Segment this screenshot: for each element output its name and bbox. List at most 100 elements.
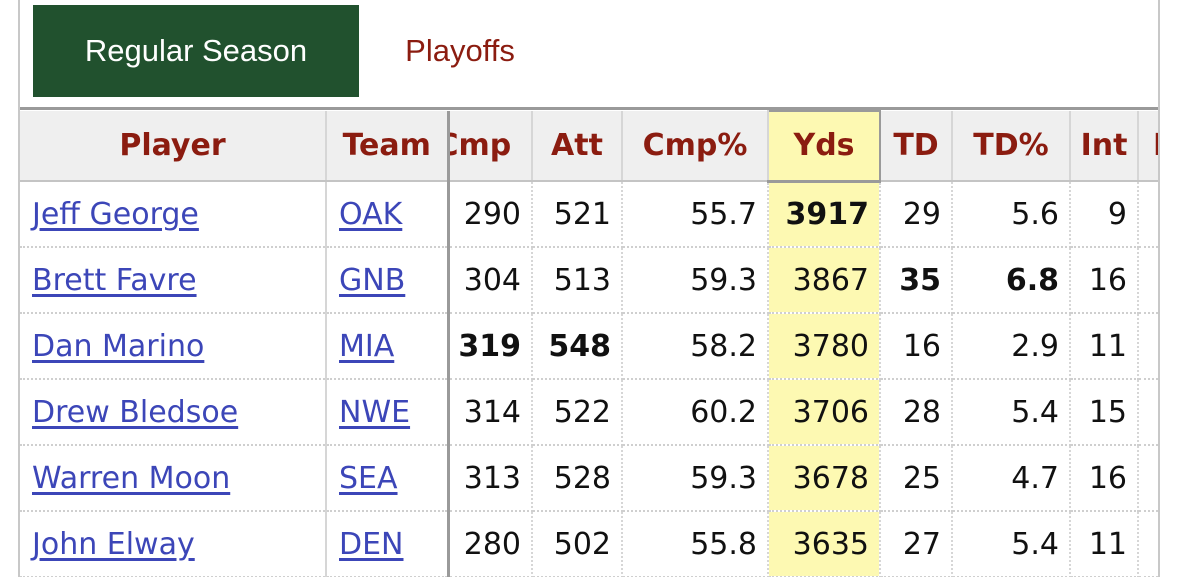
column-header-int[interactable]: Int xyxy=(1070,111,1139,182)
cmp-pct-cell: 59.3 xyxy=(622,445,769,512)
table-row: Drew Bledsoe NWE 314 522 60.2 3706 28 5.4 15 xyxy=(20,379,1158,446)
int-cell: 15 xyxy=(1070,379,1139,446)
cmp-cell: 319 xyxy=(448,313,533,380)
cmp-cell-value: 290 xyxy=(463,196,521,232)
team-link[interactable]: MIA xyxy=(339,328,395,364)
td-cell-value: 16 xyxy=(902,328,941,364)
cmp-cell: 313 xyxy=(448,445,533,512)
team-link[interactable]: OAK xyxy=(339,196,403,232)
td-pct-cell-value: 4.7 xyxy=(1011,460,1059,496)
column-header-yds[interactable]: Yds xyxy=(767,110,881,183)
team-cell: GNB xyxy=(325,247,450,314)
td-pct-cell-value: 2.9 xyxy=(1011,328,1059,364)
column-header-player[interactable]: Player xyxy=(20,111,327,182)
column-header-partial[interactable]: I xyxy=(1138,111,1158,182)
table-row: Dan Marino MIA 319 548 58.2 3780 16 2.9 11 xyxy=(20,313,1158,380)
td-cell-value: 27 xyxy=(902,526,941,562)
column-header-player-label: Player xyxy=(119,128,226,163)
att-cell: 548 xyxy=(532,313,623,380)
column-header-team[interactable]: Team xyxy=(326,111,450,182)
att-cell: 528 xyxy=(532,445,623,512)
td-cell: 16 xyxy=(880,313,953,380)
player-link[interactable]: Jeff George xyxy=(32,196,199,232)
att-cell-value: 528 xyxy=(553,460,611,496)
column-header-att[interactable]: Att xyxy=(532,111,623,182)
cmp-cell: 280 xyxy=(448,511,533,577)
att-cell-value: 521 xyxy=(553,196,611,232)
yds-cell: 3678 xyxy=(768,445,881,512)
player-link[interactable]: Drew Bledsoe xyxy=(32,394,239,430)
table-row: Brett Favre GNB 304 513 59.3 3867 35 6.8 16 xyxy=(20,247,1158,314)
cmp-pct-cell-value: 55.7 xyxy=(690,196,757,232)
cmp-pct-cell: 55.7 xyxy=(622,181,769,248)
cmp-cell: 290 xyxy=(448,181,533,248)
td-pct-cell: 5.4 xyxy=(952,511,1071,577)
player-link[interactable]: Dan Marino xyxy=(32,328,205,364)
column-header-cmp[interactable]: Cmp xyxy=(448,111,533,182)
cmp-pct-cell-value: 60.2 xyxy=(690,394,757,430)
int-cell-value: 11 xyxy=(1088,526,1127,562)
cmp-cell: 304 xyxy=(448,247,533,314)
td-cell-value: 35 xyxy=(899,262,941,298)
team-link[interactable]: SEA xyxy=(339,460,398,496)
team-cell: SEA xyxy=(325,445,450,512)
yds-cell: 3706 xyxy=(768,379,881,446)
td-cell: 28 xyxy=(880,379,953,446)
team-link[interactable]: NWE xyxy=(339,394,411,430)
cmp-cell-value: 319 xyxy=(458,328,521,364)
td-pct-cell-value: 5.4 xyxy=(1011,394,1059,430)
int-cell-value: 9 xyxy=(1107,196,1127,232)
int-cell-value: 11 xyxy=(1088,328,1127,364)
int-cell: 16 xyxy=(1070,247,1139,314)
td-pct-cell: 4.7 xyxy=(952,445,1071,512)
column-header-td-pct[interactable]: TD% xyxy=(952,111,1071,182)
int-cell-value: 16 xyxy=(1088,460,1127,496)
int-cell: 16 xyxy=(1070,445,1139,512)
cmp-cell-value: 280 xyxy=(463,526,521,562)
yds-cell: 3780 xyxy=(768,313,881,380)
att-cell: 513 xyxy=(532,247,623,314)
player-link[interactable]: John Elway xyxy=(32,526,195,562)
team-link[interactable]: GNB xyxy=(339,262,406,298)
cmp-cell-value: 304 xyxy=(463,262,521,298)
cmp-pct-cell-value: 55.8 xyxy=(690,526,757,562)
partial-cell xyxy=(1138,247,1158,314)
td-pct-cell: 2.9 xyxy=(952,313,1071,380)
player-link[interactable]: Brett Favre xyxy=(32,262,197,298)
yds-cell-value: 3917 xyxy=(785,196,870,232)
att-cell: 522 xyxy=(532,379,623,446)
int-cell: 11 xyxy=(1070,511,1139,577)
cmp-pct-cell-value: 59.3 xyxy=(690,262,757,298)
team-cell: OAK xyxy=(325,181,450,248)
td-cell: 35 xyxy=(880,247,953,314)
int-cell: 11 xyxy=(1070,313,1139,380)
td-cell-value: 29 xyxy=(902,196,941,232)
cmp-pct-cell: 55.8 xyxy=(622,511,769,577)
player-cell: Brett Favre xyxy=(20,247,327,314)
yds-cell-value: 3635 xyxy=(792,526,869,562)
att-cell: 502 xyxy=(532,511,623,577)
team-link[interactable]: DEN xyxy=(339,526,404,562)
player-cell: Dan Marino xyxy=(20,313,327,380)
yds-cell-value: 3678 xyxy=(792,460,869,496)
int-cell-value: 16 xyxy=(1088,262,1127,298)
td-pct-cell-value: 6.8 xyxy=(1005,262,1059,298)
cmp-cell-value: 313 xyxy=(463,460,521,496)
team-cell: DEN xyxy=(325,511,450,577)
yds-cell: 3635 xyxy=(768,511,881,577)
cmp-pct-cell: 59.3 xyxy=(622,247,769,314)
table-row: Warren Moon SEA 313 528 59.3 3678 25 4.7 16 xyxy=(20,445,1158,512)
player-link[interactable]: Warren Moon xyxy=(32,460,231,496)
partial-cell xyxy=(1138,313,1158,380)
cmp-pct-cell-value: 59.3 xyxy=(690,460,757,496)
partial-cell xyxy=(1138,445,1158,512)
column-header-cmp-pct[interactable]: Cmp% xyxy=(622,111,769,182)
td-cell-value: 28 xyxy=(902,394,941,430)
tab-playoffs[interactable]: Playoffs xyxy=(405,33,515,68)
team-cell: NWE xyxy=(325,379,450,446)
tab-regular-season[interactable]: Regular Season xyxy=(33,5,359,97)
column-header-td[interactable]: TD xyxy=(880,111,953,182)
passing-stats-table: Player Team Cmp Att Cmp% Yds TD TD% Int … xyxy=(20,110,1158,577)
stats-panel: Regular Season Playoffs Player xyxy=(18,0,1160,577)
att-cell: 521 xyxy=(532,181,623,248)
